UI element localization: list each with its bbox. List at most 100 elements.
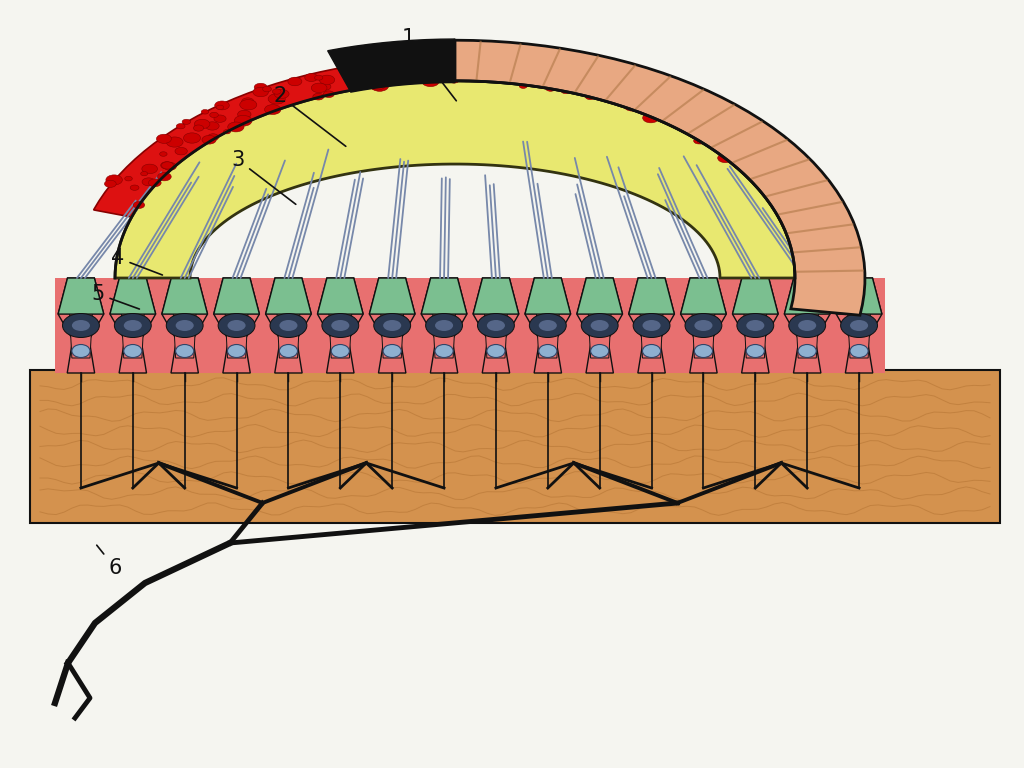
Polygon shape bbox=[784, 278, 830, 373]
Ellipse shape bbox=[305, 74, 317, 81]
Ellipse shape bbox=[158, 173, 171, 180]
Ellipse shape bbox=[288, 78, 302, 86]
Polygon shape bbox=[421, 278, 467, 373]
Ellipse shape bbox=[383, 345, 401, 357]
Ellipse shape bbox=[850, 320, 868, 331]
Ellipse shape bbox=[489, 58, 497, 62]
Polygon shape bbox=[110, 278, 156, 314]
Ellipse shape bbox=[513, 65, 525, 72]
Ellipse shape bbox=[642, 320, 660, 331]
Ellipse shape bbox=[270, 313, 307, 337]
Polygon shape bbox=[795, 283, 820, 358]
Ellipse shape bbox=[519, 70, 536, 79]
Ellipse shape bbox=[176, 320, 194, 331]
Ellipse shape bbox=[688, 125, 698, 131]
Ellipse shape bbox=[206, 122, 219, 130]
Ellipse shape bbox=[331, 345, 349, 357]
Ellipse shape bbox=[140, 171, 147, 176]
Ellipse shape bbox=[586, 94, 595, 100]
Ellipse shape bbox=[765, 160, 777, 167]
Ellipse shape bbox=[435, 320, 453, 331]
Polygon shape bbox=[473, 278, 519, 373]
Ellipse shape bbox=[417, 56, 435, 68]
Ellipse shape bbox=[773, 183, 788, 193]
Ellipse shape bbox=[319, 75, 335, 84]
Polygon shape bbox=[421, 278, 467, 314]
Text: 4: 4 bbox=[112, 248, 163, 275]
Ellipse shape bbox=[409, 71, 424, 81]
Polygon shape bbox=[68, 283, 94, 358]
Polygon shape bbox=[265, 278, 311, 373]
Ellipse shape bbox=[195, 119, 210, 129]
Ellipse shape bbox=[571, 71, 585, 79]
Ellipse shape bbox=[605, 87, 621, 96]
Ellipse shape bbox=[361, 76, 377, 85]
Ellipse shape bbox=[175, 147, 187, 155]
Ellipse shape bbox=[215, 101, 229, 110]
Ellipse shape bbox=[240, 100, 257, 110]
Ellipse shape bbox=[447, 55, 459, 61]
Ellipse shape bbox=[318, 83, 331, 91]
Ellipse shape bbox=[142, 178, 156, 186]
Ellipse shape bbox=[418, 70, 433, 79]
Ellipse shape bbox=[374, 313, 411, 337]
Ellipse shape bbox=[438, 63, 449, 68]
Polygon shape bbox=[379, 283, 406, 358]
Ellipse shape bbox=[718, 154, 733, 163]
Polygon shape bbox=[846, 283, 872, 358]
Ellipse shape bbox=[689, 120, 697, 124]
Polygon shape bbox=[370, 278, 415, 314]
Ellipse shape bbox=[674, 108, 682, 114]
Polygon shape bbox=[525, 278, 570, 314]
Ellipse shape bbox=[371, 81, 389, 91]
Polygon shape bbox=[690, 283, 717, 358]
Ellipse shape bbox=[227, 320, 246, 331]
Ellipse shape bbox=[216, 105, 223, 110]
Ellipse shape bbox=[210, 112, 218, 118]
Ellipse shape bbox=[62, 313, 99, 337]
Ellipse shape bbox=[264, 104, 281, 114]
Ellipse shape bbox=[529, 313, 566, 337]
Ellipse shape bbox=[435, 345, 454, 357]
Ellipse shape bbox=[403, 73, 411, 78]
Polygon shape bbox=[172, 283, 198, 358]
Ellipse shape bbox=[182, 119, 190, 124]
Ellipse shape bbox=[124, 320, 142, 331]
Polygon shape bbox=[639, 283, 665, 358]
Polygon shape bbox=[681, 278, 726, 314]
Ellipse shape bbox=[364, 73, 382, 84]
Ellipse shape bbox=[161, 162, 173, 169]
Ellipse shape bbox=[632, 96, 643, 102]
Ellipse shape bbox=[148, 179, 161, 187]
Ellipse shape bbox=[582, 313, 618, 337]
Ellipse shape bbox=[238, 111, 251, 118]
Ellipse shape bbox=[72, 320, 90, 331]
Polygon shape bbox=[214, 278, 259, 314]
Ellipse shape bbox=[539, 320, 557, 331]
Polygon shape bbox=[837, 278, 882, 373]
Ellipse shape bbox=[223, 130, 230, 134]
Ellipse shape bbox=[194, 125, 204, 131]
Polygon shape bbox=[370, 278, 415, 373]
Text: 6: 6 bbox=[96, 545, 122, 578]
Polygon shape bbox=[455, 40, 865, 315]
Ellipse shape bbox=[332, 320, 349, 331]
Ellipse shape bbox=[611, 80, 625, 88]
Text: 1: 1 bbox=[401, 28, 457, 101]
Text: 3: 3 bbox=[231, 150, 296, 204]
Ellipse shape bbox=[750, 140, 757, 144]
Ellipse shape bbox=[234, 115, 252, 126]
Text: 5: 5 bbox=[91, 284, 139, 309]
Ellipse shape bbox=[202, 135, 216, 144]
Ellipse shape bbox=[594, 89, 602, 94]
Ellipse shape bbox=[477, 313, 514, 337]
Ellipse shape bbox=[643, 113, 659, 123]
Ellipse shape bbox=[483, 68, 492, 74]
Ellipse shape bbox=[746, 320, 764, 331]
Ellipse shape bbox=[694, 345, 713, 357]
Ellipse shape bbox=[175, 345, 194, 357]
Ellipse shape bbox=[166, 313, 203, 337]
Ellipse shape bbox=[412, 55, 428, 65]
Ellipse shape bbox=[445, 58, 456, 63]
Ellipse shape bbox=[253, 88, 268, 97]
